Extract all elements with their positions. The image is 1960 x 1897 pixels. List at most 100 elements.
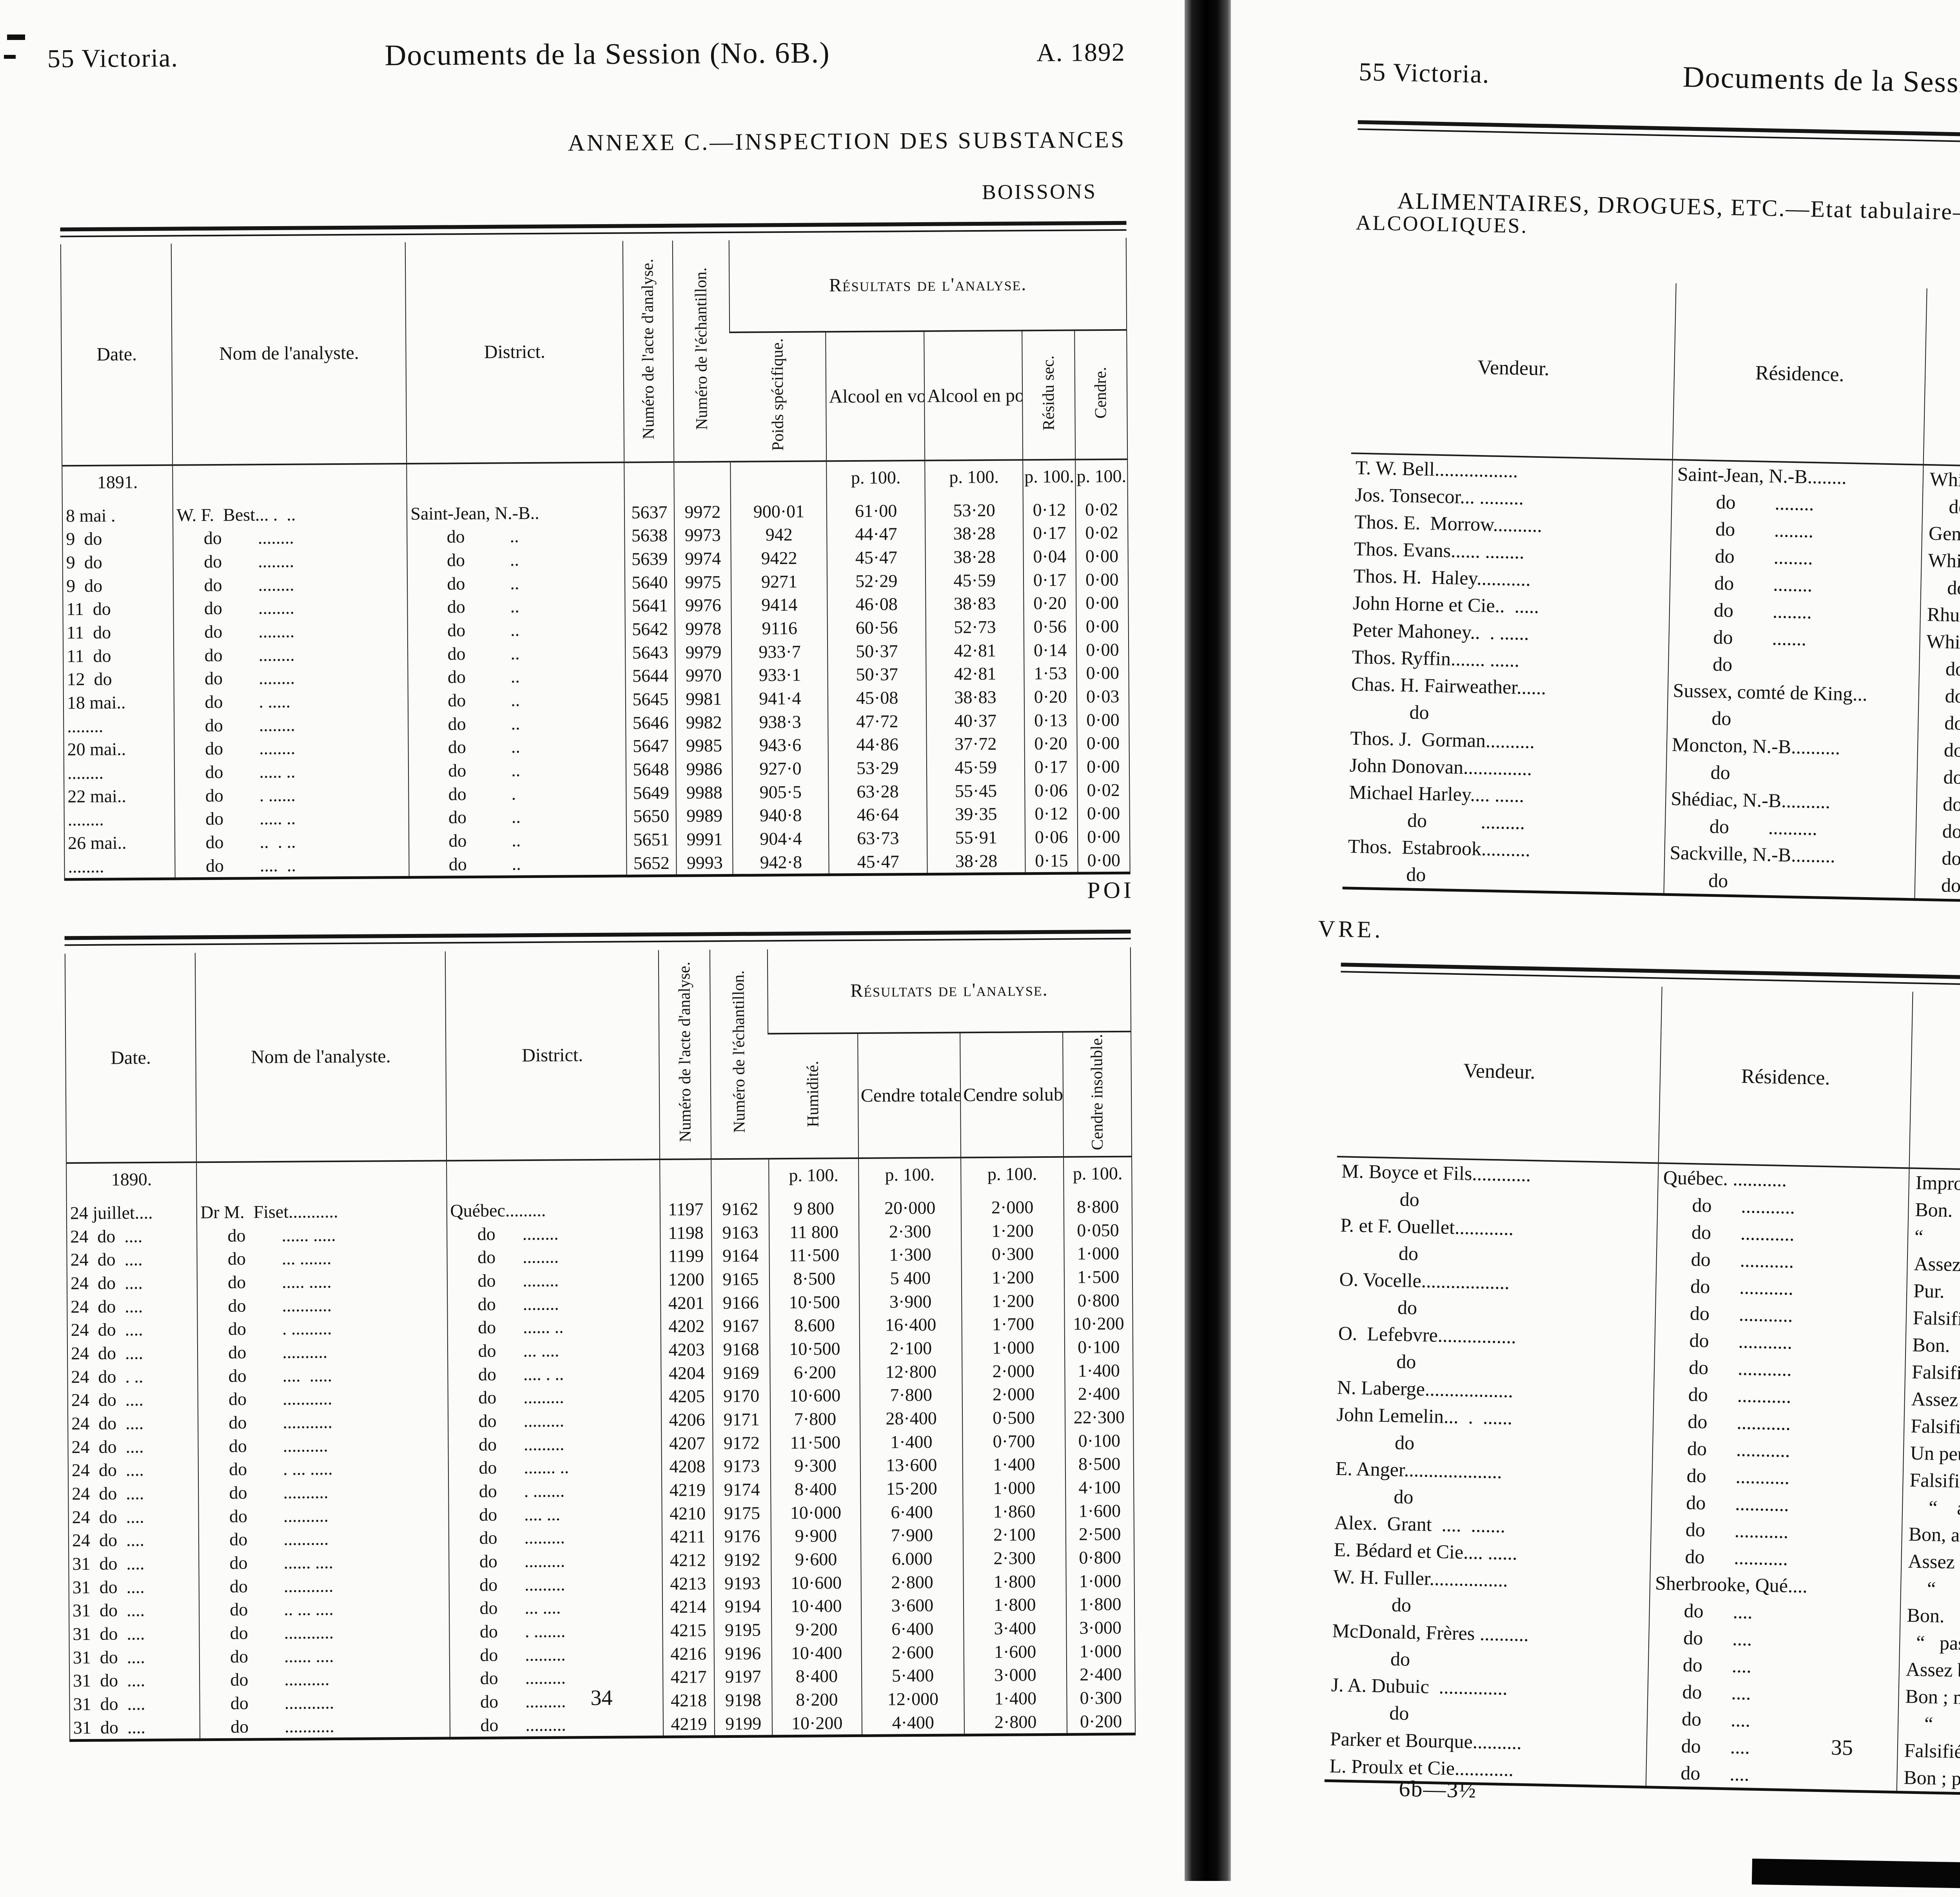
table-cell: do ........... xyxy=(1653,1407,1905,1440)
table-cell: 38·83 xyxy=(926,591,1024,616)
table-cell: 5642 xyxy=(625,617,675,641)
table-cell: do ........... xyxy=(1654,1353,1906,1386)
table-cell: 9·900 xyxy=(771,1524,861,1548)
table-cell: do ........... xyxy=(1650,1542,1902,1575)
table-cell: 4218 xyxy=(663,1688,715,1712)
table-cell: 9414 xyxy=(731,593,828,617)
table-cell: 12·800 xyxy=(859,1360,962,1384)
table-cell: 0·00 xyxy=(1076,708,1129,732)
table-cell: 9970 xyxy=(675,664,732,687)
table-cell: 0·800 xyxy=(1064,1288,1133,1313)
col-header-humidite: Humidité. xyxy=(768,1033,858,1159)
table-cell: 4204 xyxy=(661,1361,713,1385)
table-cell: do ........ xyxy=(447,1291,661,1316)
table-cell: 24 do .... xyxy=(72,1483,144,1504)
col-header-numero-acte: Numéro de l'acte d'analyse. xyxy=(622,240,674,462)
table-cell: do ........... xyxy=(1655,1272,1907,1304)
annexe-title: ANNEXE C.—INSPECTION DES SUBSTANCES xyxy=(568,126,1126,156)
table-cell: 5650 xyxy=(626,804,677,828)
table-cell: 24 do .... xyxy=(71,1436,144,1457)
scan-edge-artifact xyxy=(1751,1859,1960,1897)
table-cell: 26 mai.. xyxy=(67,832,127,853)
col-header-cendre: Cendre. xyxy=(1074,330,1128,460)
table-cell: 2·300 xyxy=(858,1219,962,1244)
left-second-double-rule xyxy=(64,929,1131,946)
right-page: 55 Victoria. Documents de la Session (No… xyxy=(1231,0,1960,1881)
table-cell: 4219 xyxy=(663,1712,715,1737)
table-cell: 0·02 xyxy=(1077,778,1130,802)
table-cell: Saint-Jean, N.-B.. xyxy=(407,501,624,526)
table-cell: do .... xyxy=(1648,1650,1900,1683)
table-cell: 0·06 xyxy=(1025,825,1078,849)
table-cell: do .... xyxy=(1646,1759,1898,1792)
table-cell: Dr M. Fiset........... xyxy=(196,1199,447,1224)
table-cell: 9164 xyxy=(711,1244,769,1268)
table-cell: 9174 xyxy=(713,1478,771,1502)
table-cell: p. 100. xyxy=(1063,1156,1132,1195)
poivre-heading-left-part: POI xyxy=(1087,877,1135,903)
table-cell: 9422 xyxy=(731,546,828,570)
table-cell: do .... xyxy=(1647,1678,1899,1710)
table-cell: 0·100 xyxy=(1065,1429,1134,1453)
table-cell: 4212 xyxy=(662,1548,714,1572)
table-cell: 9988 xyxy=(676,780,733,805)
table-cell xyxy=(172,463,407,504)
table-cell: 45·59 xyxy=(926,755,1025,780)
table-cell: 5·400 xyxy=(861,1663,964,1688)
alimentaires-title: ALIMENTAIRES, DROGUES, ETC.—Etat tabulai… xyxy=(1356,160,1960,254)
table-cell: 1·800 xyxy=(963,1569,1066,1594)
table-cell: 16·400 xyxy=(859,1313,962,1337)
table-cell: 24 do . .. xyxy=(71,1366,143,1387)
table-cell: 5649 xyxy=(626,781,676,805)
table-cell: 11 do xyxy=(67,646,111,666)
table-cell: 1·600 xyxy=(964,1639,1067,1664)
table-cell: 0·14 xyxy=(1024,638,1076,662)
table-cell: 0·20 xyxy=(1024,685,1077,709)
table-cell: Bon ; pas d'amidon étranger. xyxy=(1896,1764,1960,1803)
table-cell: 1891. xyxy=(97,472,138,492)
table-cell: do . ....... xyxy=(448,1478,662,1503)
table-cell: 38·83 xyxy=(926,685,1025,709)
table-cell: 905·5 xyxy=(732,780,829,804)
table-cell: 9973 xyxy=(674,523,731,547)
table-cell: 9·600 xyxy=(771,1547,861,1572)
poivre-observations-table: Vendeur. Résidence. Observations. M. Boy… xyxy=(1324,980,1960,1804)
table-cell: 10·200 xyxy=(772,1711,862,1737)
table-cell: 9989 xyxy=(676,804,733,828)
table-cell: 0·00 xyxy=(1076,544,1128,568)
col-header-cendre-totale: Cendre totale. xyxy=(857,1032,961,1159)
table-cell: do .......... xyxy=(198,1339,448,1364)
table-cell: 1·000 xyxy=(1066,1639,1135,1663)
table-cell: 3·000 xyxy=(964,1663,1067,1687)
table-cell: 0·300 xyxy=(961,1242,1064,1266)
table-cell: do . ... ..... xyxy=(198,1456,448,1482)
table-cell: 3·400 xyxy=(964,1616,1067,1641)
table-cell: 13·600 xyxy=(860,1453,963,1477)
table-cell: 24 do .... xyxy=(71,1343,143,1364)
table-cell: 31 do .... xyxy=(72,1576,145,1597)
table-cell: 7·800 xyxy=(770,1407,860,1431)
table-cell xyxy=(407,462,624,502)
table-cell: do .. xyxy=(407,524,625,549)
table-cell: do ... .... xyxy=(449,1595,663,1620)
table-cell: do . xyxy=(408,781,626,806)
table-cell: 12·000 xyxy=(862,1687,964,1711)
table-cell: 9982 xyxy=(675,710,732,734)
table-cell: do ........... xyxy=(200,1714,450,1740)
table-cell: Québec. ........... xyxy=(1658,1163,1909,1196)
table-cell: 940·8 xyxy=(732,803,829,827)
table-cell: do ........ xyxy=(173,548,408,574)
table-cell: 0·700 xyxy=(962,1429,1065,1453)
table-cell: do ........ xyxy=(174,736,409,761)
table-cell xyxy=(446,1159,660,1199)
table-cell: p. 100. xyxy=(858,1157,961,1197)
table-cell: 42·81 xyxy=(926,662,1025,686)
table-cell: 9271 xyxy=(731,569,828,594)
table-cell: 2·100 xyxy=(859,1336,962,1360)
table-cell: 1199 xyxy=(660,1244,712,1268)
col-header-residence: Résidence. xyxy=(1672,283,1927,465)
poivre-analysis-table: Date. Nom de l'analyste. District. Numér… xyxy=(64,947,1136,1742)
table-cell: 5643 xyxy=(625,640,675,664)
table-cell xyxy=(660,1159,711,1198)
table-cell: do ......... xyxy=(448,1549,662,1574)
